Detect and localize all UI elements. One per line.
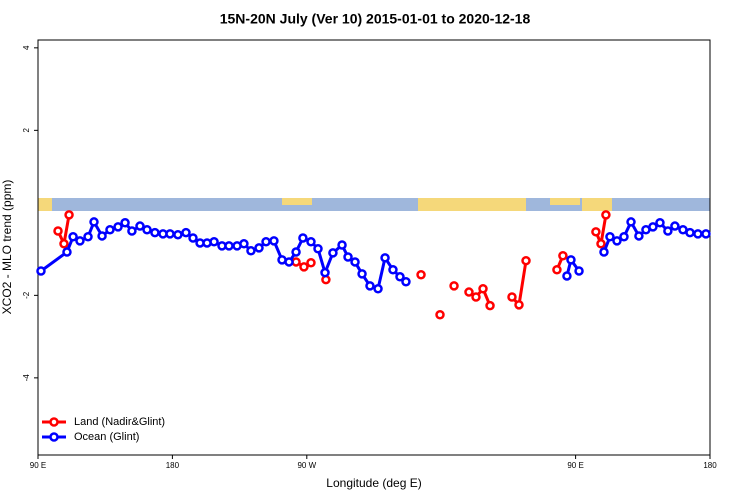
x-tick-label: 90 W — [297, 461, 316, 470]
legend-label: Land (Nadir&Glint) — [74, 416, 165, 428]
data-point — [181, 227, 191, 238]
data-point — [36, 266, 46, 276]
data-point — [655, 217, 665, 228]
data-point — [552, 265, 562, 275]
y-tick-label: 4 — [22, 45, 31, 50]
data-point — [350, 257, 360, 267]
data-point — [209, 236, 219, 247]
plot-frame — [37, 39, 711, 456]
data-point — [113, 222, 123, 232]
data-point — [612, 236, 622, 246]
data-point — [485, 300, 495, 311]
data-point — [514, 300, 524, 310]
data-point — [246, 246, 256, 256]
data-point — [464, 287, 474, 297]
data-point — [150, 227, 160, 238]
legend-marker — [49, 417, 59, 427]
data-point — [313, 243, 323, 254]
data-point — [401, 276, 411, 287]
data-point — [68, 232, 78, 242]
data-point — [380, 253, 390, 263]
data-point — [357, 269, 367, 279]
y-tick-label: -4 — [22, 374, 31, 382]
data-point — [239, 239, 249, 249]
data-point — [306, 236, 316, 247]
data-point — [165, 229, 175, 239]
data-point — [83, 232, 93, 242]
data-point — [224, 241, 234, 251]
data-point — [601, 210, 611, 220]
data-point — [62, 247, 72, 257]
data-point — [97, 231, 107, 241]
x-tick-label: 180 — [166, 461, 180, 470]
y-tick-label: -2 — [22, 291, 31, 299]
data-point — [701, 229, 711, 239]
data-point — [566, 255, 576, 265]
x-axis-label: Longitude (deg E) — [326, 476, 421, 490]
data-point — [507, 292, 517, 302]
data-point — [254, 243, 264, 253]
data-point — [395, 272, 405, 282]
data-point — [284, 257, 294, 267]
data-point — [328, 248, 338, 258]
data-point — [261, 236, 271, 247]
data-point — [599, 247, 609, 257]
data-point — [562, 271, 572, 281]
data-point — [685, 227, 695, 238]
data-point — [605, 232, 615, 242]
data-point — [521, 255, 531, 266]
data-point — [449, 281, 459, 291]
x-tick-label: 90 E — [30, 461, 46, 470]
x-tick-label: 180 — [703, 461, 717, 470]
data-point — [591, 227, 601, 237]
legend-marker — [49, 432, 59, 442]
data-point — [648, 222, 658, 232]
y-tick-label: 2 — [22, 128, 31, 133]
data-point — [298, 233, 308, 243]
data-point — [634, 231, 644, 241]
data-point — [626, 217, 636, 227]
data-point — [478, 284, 488, 294]
data-point — [388, 265, 398, 275]
y-axis-label: XCO2 - MLO trend (ppm) — [0, 180, 14, 315]
data-point — [343, 252, 353, 262]
data-point — [127, 226, 137, 236]
data-point — [89, 217, 99, 227]
data-point — [135, 221, 145, 231]
data-point — [59, 239, 69, 249]
legend-label: Ocean (Glint) — [74, 431, 139, 443]
data-point — [574, 266, 584, 276]
data-point — [299, 262, 309, 272]
data-point — [619, 232, 629, 242]
data-point — [75, 236, 85, 246]
data-point — [306, 258, 316, 268]
data-point — [142, 225, 152, 235]
data-point — [471, 292, 481, 302]
data-point — [105, 225, 115, 235]
data-point — [188, 233, 198, 243]
data-point — [269, 236, 279, 246]
chart-title: 15N-20N July (Ver 10) 2015-01-01 to 2020… — [220, 11, 531, 27]
data-point — [663, 226, 673, 236]
data-point — [173, 229, 183, 240]
data-point — [596, 239, 606, 249]
data-point — [435, 309, 445, 320]
data-point — [693, 229, 703, 239]
data-point — [337, 240, 347, 250]
data-point — [320, 267, 330, 278]
data-point — [416, 269, 426, 280]
data-point — [373, 284, 383, 294]
data-point — [64, 210, 74, 220]
data-point — [120, 217, 130, 228]
data-point — [365, 281, 375, 291]
x-tick-label: 90 E — [567, 461, 583, 470]
map-band — [38, 198, 710, 211]
data-point — [670, 221, 680, 231]
data-point — [291, 247, 301, 257]
data-point — [558, 251, 568, 261]
data-point — [53, 226, 63, 236]
